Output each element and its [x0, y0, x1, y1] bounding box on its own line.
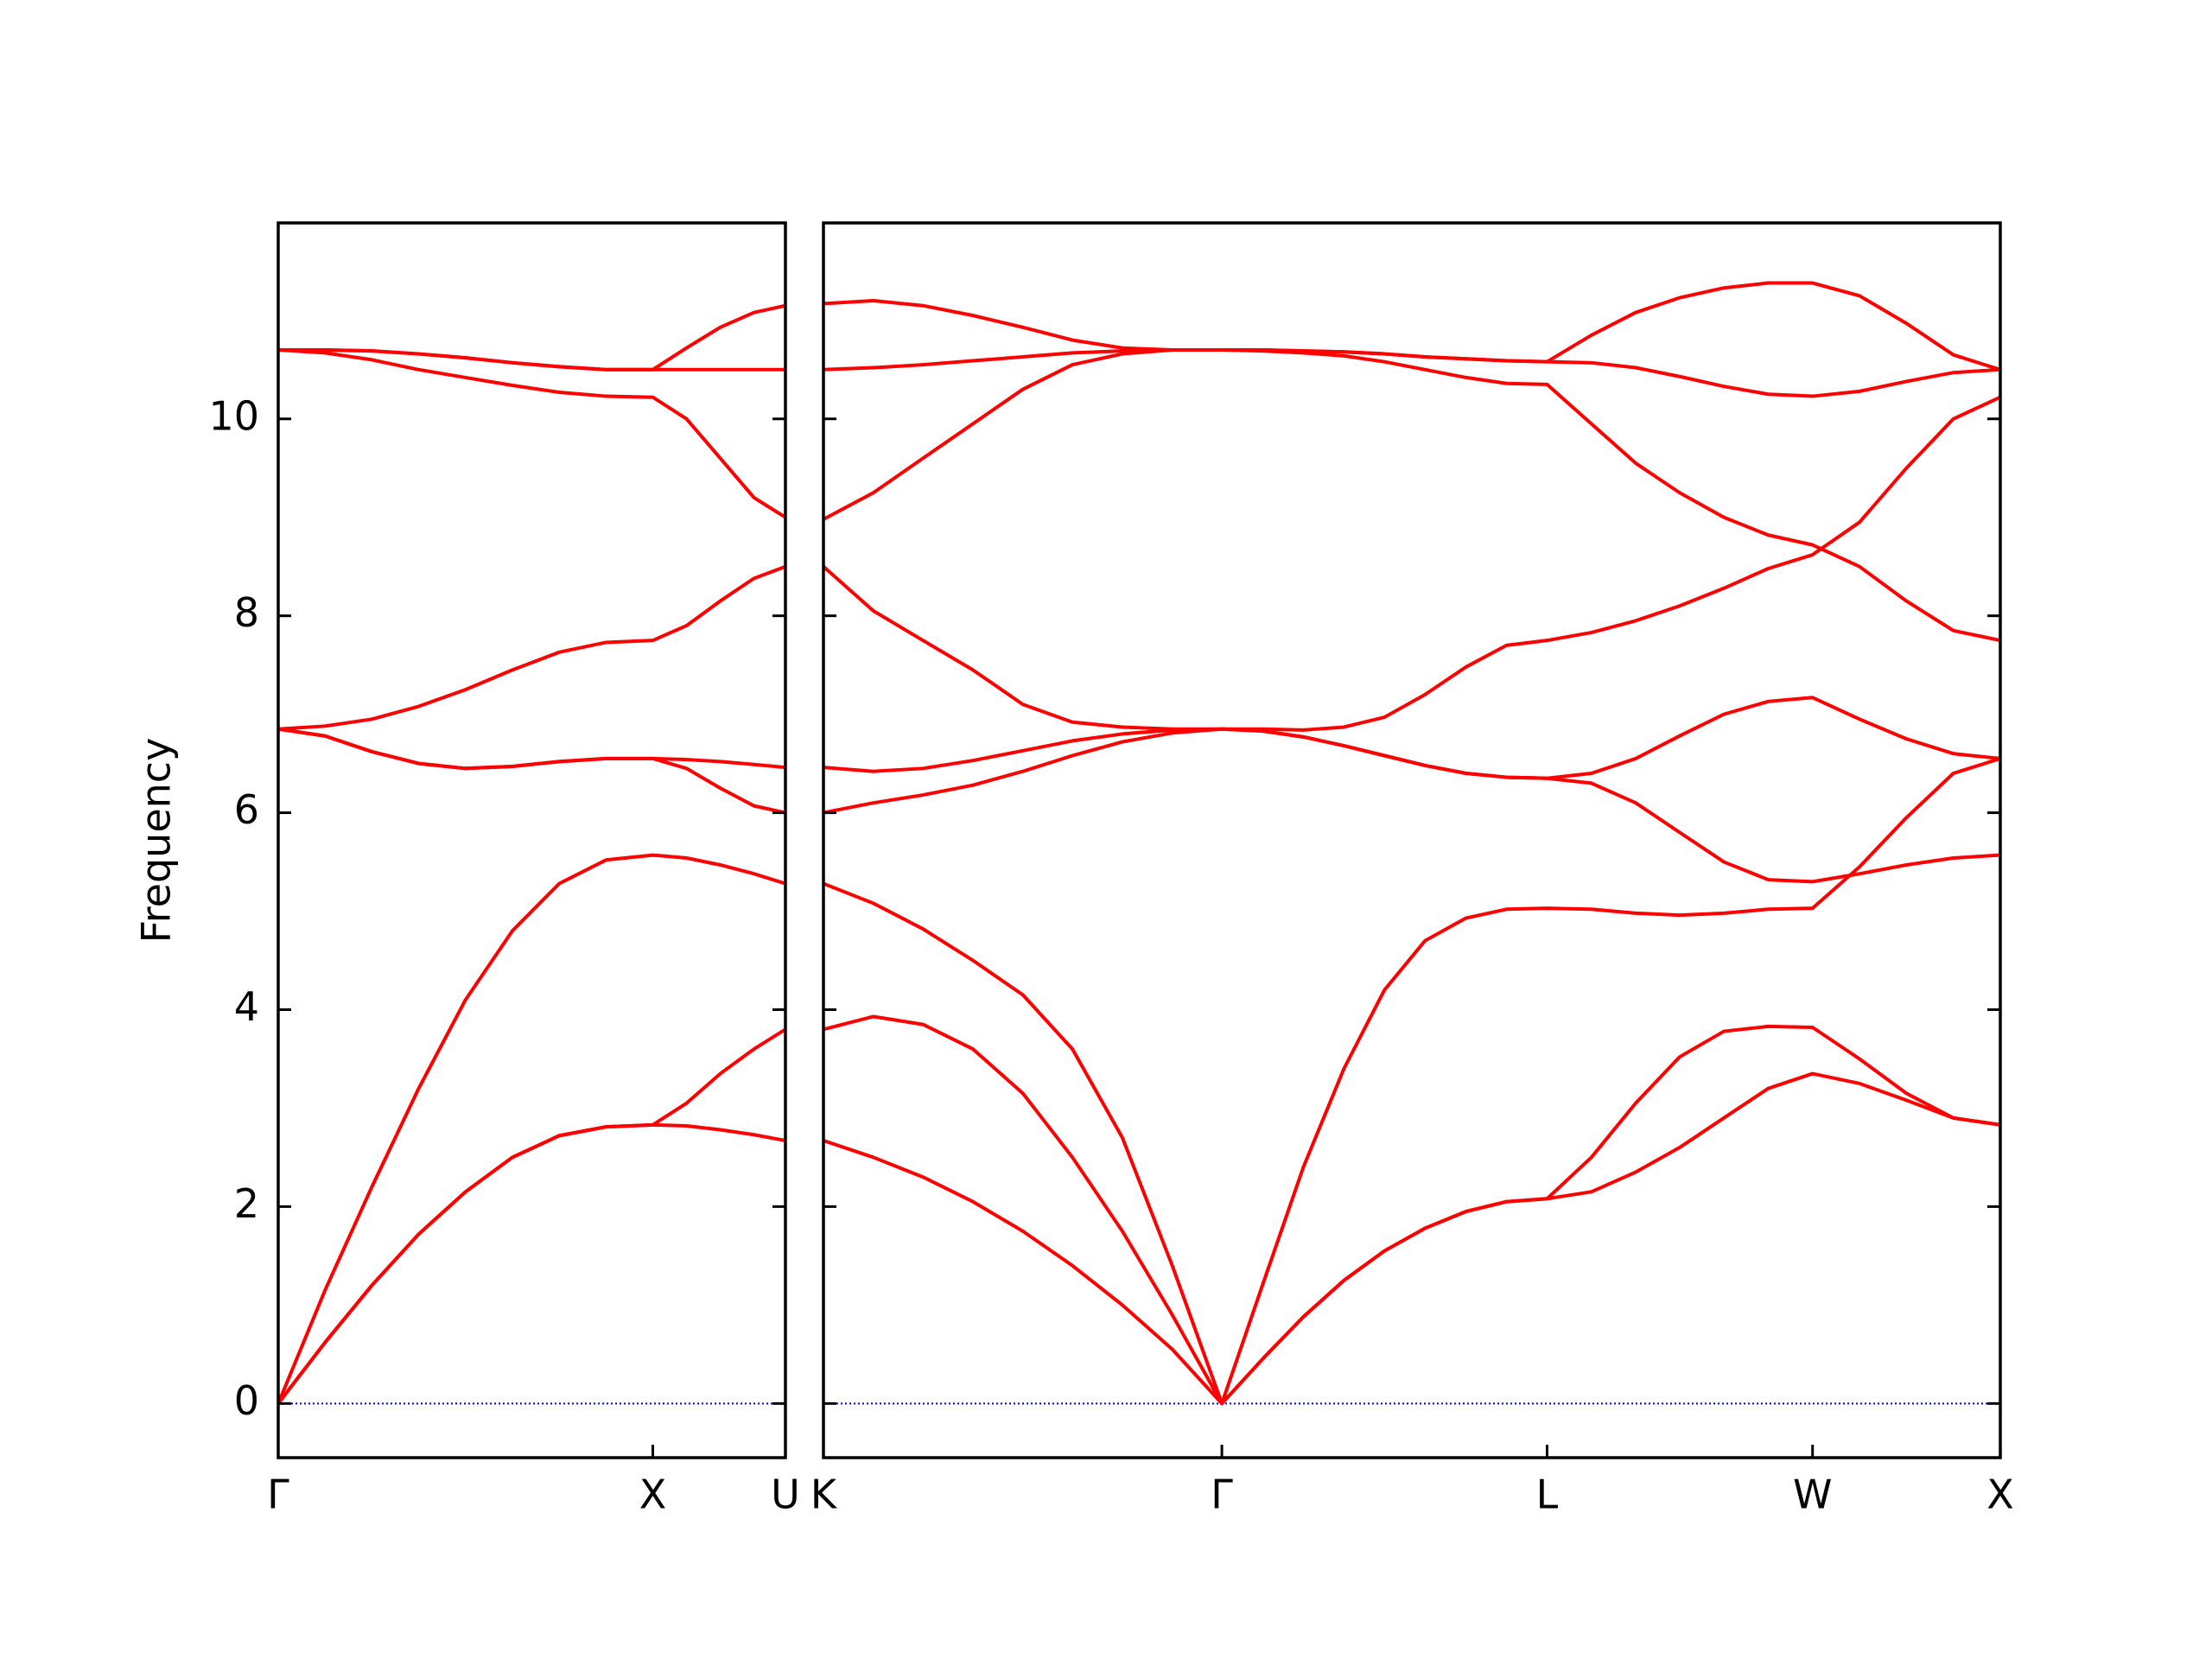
y-tick-label: 8 — [234, 589, 259, 636]
y-tick-label: 2 — [234, 1180, 259, 1227]
plot-frame — [822, 221, 2002, 1459]
band-line — [823, 348, 2000, 643]
x-tick-label: K — [810, 1471, 838, 1518]
x-tick-label: X — [1986, 1471, 2014, 1518]
band-line — [278, 727, 785, 815]
x-tick-label: W — [1793, 1471, 1832, 1518]
x-tick-label: U — [771, 1471, 800, 1518]
band-line — [823, 696, 2000, 780]
band-line — [823, 727, 2000, 884]
y-tick-label: 0 — [234, 1377, 259, 1424]
band-line — [278, 727, 785, 771]
x-tick-label: L — [1536, 1471, 1559, 1518]
band-line — [278, 853, 785, 1405]
band-line — [278, 1122, 785, 1405]
band-line — [823, 395, 2000, 732]
band-line — [823, 1071, 2000, 1406]
band-line — [823, 1014, 2000, 1406]
y-tick-label: 4 — [234, 983, 259, 1030]
band-line — [278, 564, 785, 731]
band-line — [278, 1027, 785, 1405]
y-tick-label: 6 — [234, 786, 259, 833]
band-line — [823, 757, 2000, 1406]
x-tick-label: Γ — [1211, 1471, 1233, 1518]
y-axis-label: Frequency — [133, 738, 180, 944]
y-tick-label: 10 — [208, 392, 259, 439]
band-line — [278, 303, 785, 372]
plot-frame — [276, 221, 787, 1459]
band-line — [823, 281, 2000, 372]
band-line — [278, 348, 785, 372]
x-tick-label: Γ — [267, 1471, 289, 1518]
band-line — [278, 348, 785, 519]
x-tick-label: X — [639, 1471, 667, 1518]
